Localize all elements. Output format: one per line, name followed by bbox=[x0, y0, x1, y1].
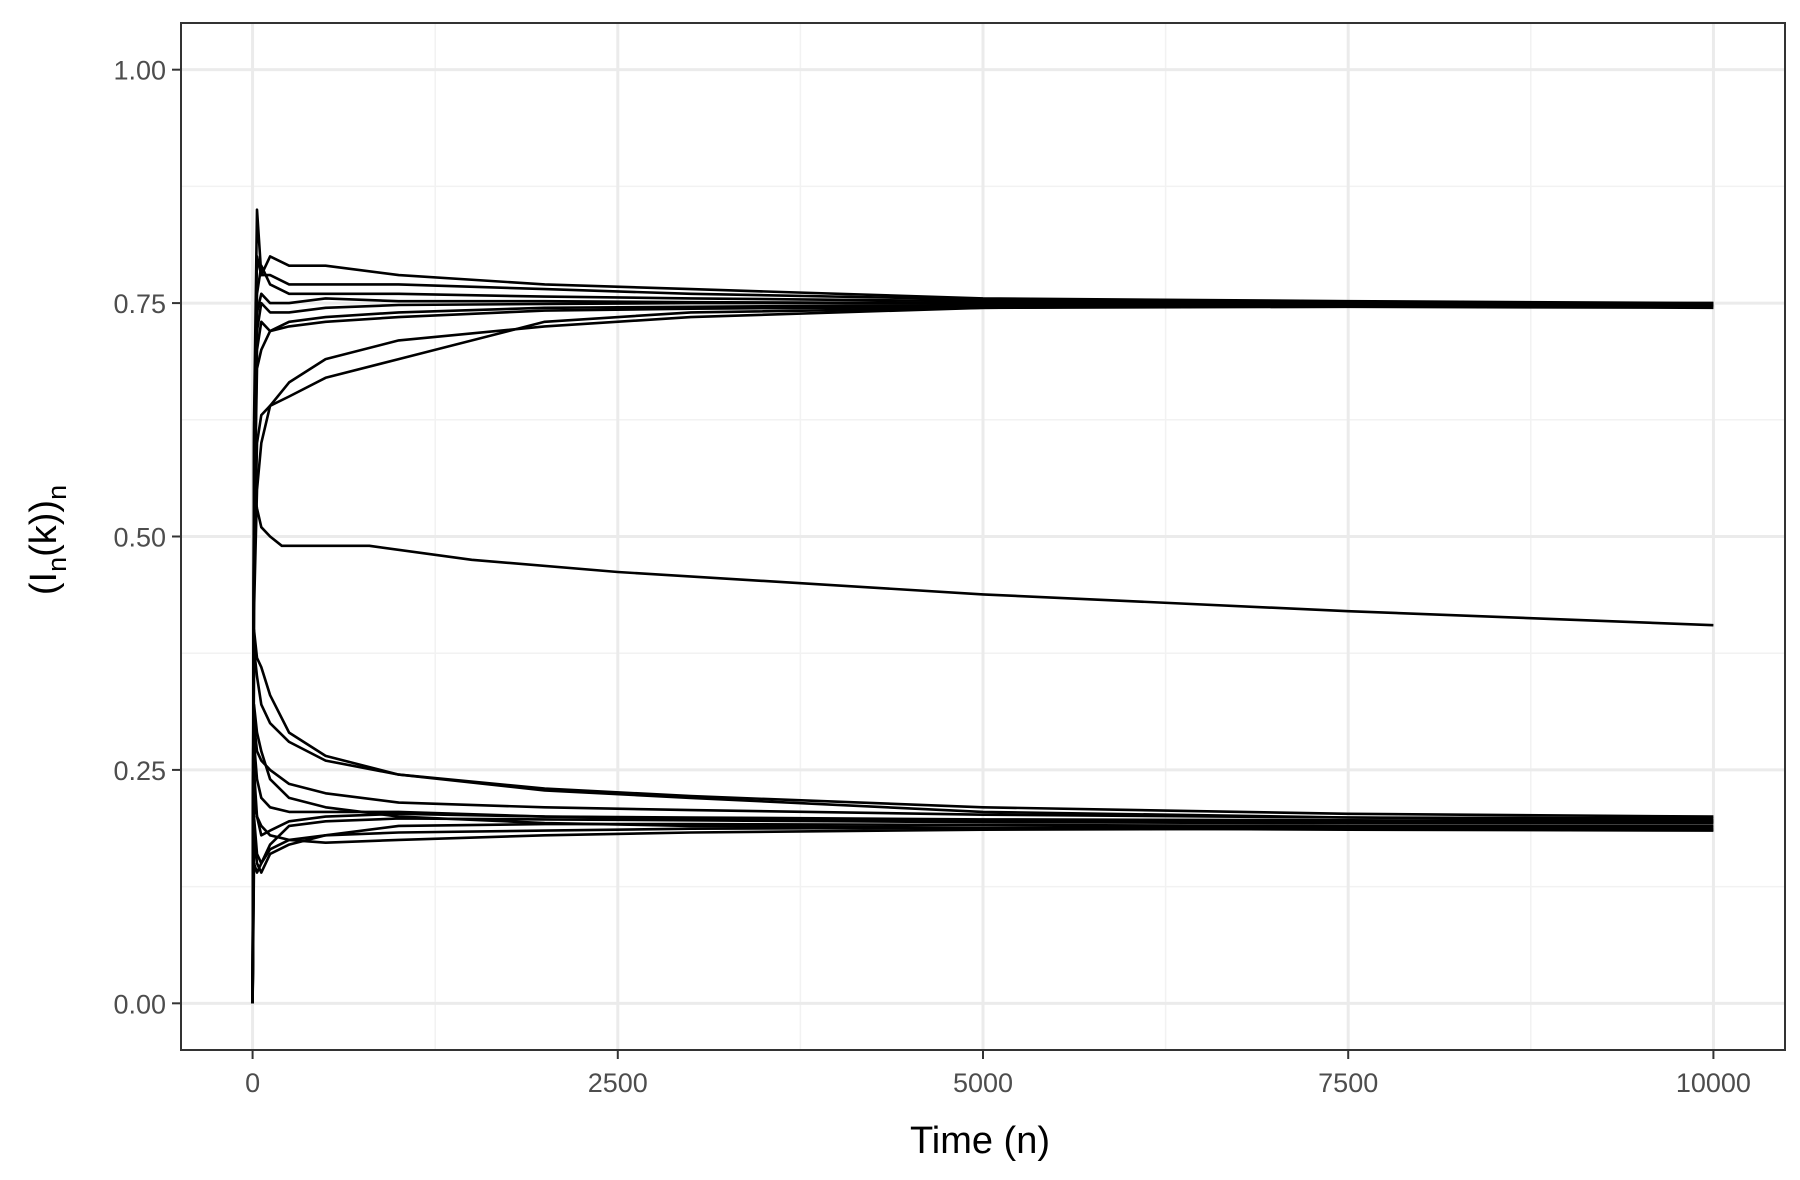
y-tick-label: 0.75 bbox=[113, 289, 166, 319]
series-line-12 bbox=[251, 647, 1714, 1004]
y-axis-title-base: (I bbox=[23, 572, 65, 595]
y-tick-label: 0.00 bbox=[113, 989, 166, 1019]
axes: 0 2500 5000 7500 10000 0.00 0.25 0.50 0.75 1.00 bbox=[113, 22, 1786, 1098]
series-line-11 bbox=[251, 628, 1714, 1004]
y-axis-title: (In(k))n bbox=[23, 485, 72, 595]
x-tick-label: 10000 bbox=[1676, 1068, 1751, 1098]
x-tick-label: 2500 bbox=[588, 1068, 648, 1098]
series-line-10 bbox=[251, 488, 1714, 1004]
series-line-2 bbox=[251, 255, 1714, 1004]
series-line-13 bbox=[251, 721, 1714, 1004]
series-line-5 bbox=[251, 301, 1714, 1004]
y-tick-label: 0.25 bbox=[113, 756, 166, 786]
series-line-20 bbox=[251, 703, 1714, 1004]
y-axis-title-middle: (k)) bbox=[23, 500, 65, 557]
x-tick-label: 0 bbox=[245, 1068, 260, 1098]
x-tick-label: 5000 bbox=[953, 1068, 1013, 1098]
series-line-6 bbox=[251, 303, 1714, 1004]
series-line-9 bbox=[251, 301, 1714, 1004]
series-line-19 bbox=[251, 796, 1714, 1004]
series-line-3 bbox=[251, 264, 1714, 1004]
y-axis-title-subscript-1: n bbox=[42, 557, 72, 572]
y-tick-label: 0.50 bbox=[113, 523, 166, 553]
y-tick-label: 1.00 bbox=[113, 56, 166, 86]
x-axis-title: Time (n) bbox=[910, 1120, 1050, 1162]
x-tick-label: 7500 bbox=[1318, 1068, 1378, 1098]
plot-area bbox=[181, 23, 1785, 1050]
y-axis-title-subscript-2: n bbox=[42, 485, 72, 500]
